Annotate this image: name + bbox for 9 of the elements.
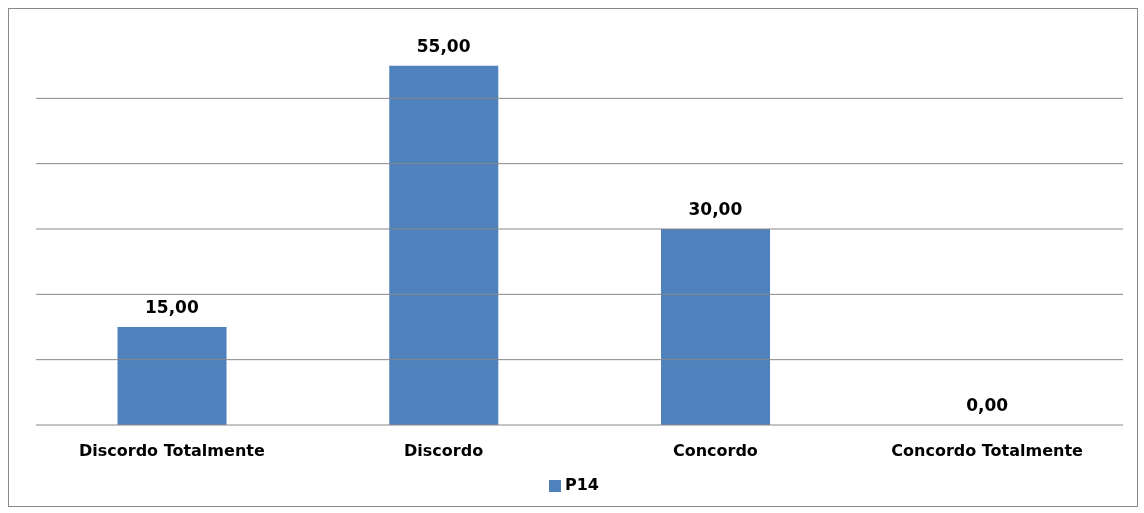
data-label: 55,00 (416, 35, 471, 56)
x-tick-label: Discordo (404, 441, 484, 461)
x-tick-label: Concordo (672, 441, 758, 461)
data-label: 30,00 (688, 199, 743, 219)
x-tick-label: Discordo Totalmente (78, 441, 265, 461)
legend-label: P14 (565, 475, 599, 494)
x-tick-label: Concordo Totalmente (891, 441, 1084, 461)
data-label: 0,00 (966, 395, 1009, 415)
data-label: 15,00 (144, 297, 199, 317)
